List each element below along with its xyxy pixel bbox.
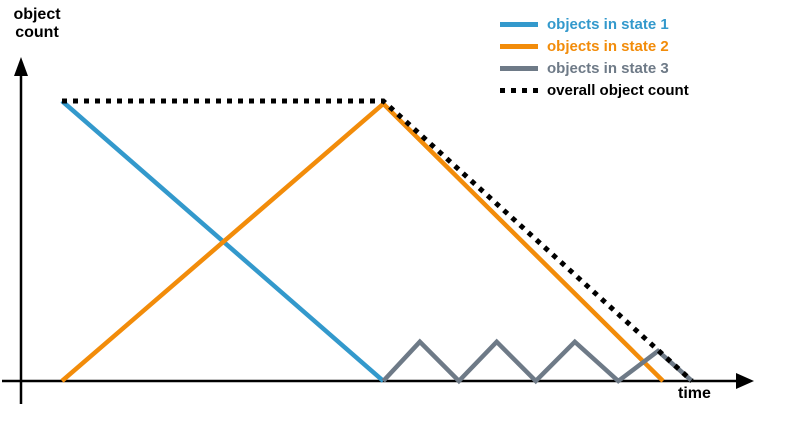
x-axis-arrowhead-icon: [736, 373, 754, 389]
series-line-objects-in-state-2: [60, 100, 665, 383]
legend-item-state-3: objects in state 3: [500, 57, 689, 79]
y-axis-arrowhead-icon: [14, 57, 28, 76]
legend-line-sample-state-2-icon: [500, 43, 538, 49]
legend-line-sample-state-1-icon: [500, 21, 538, 27]
series-line-overall-object-count: [62, 98, 694, 383]
legend-line-sample-overall-icon: [500, 87, 538, 93]
legend-item-overall: overall object count: [500, 79, 689, 101]
series-group: [60, 98, 694, 385]
x-axis-title: time: [678, 385, 711, 402]
legend-label-state-3: objects in state 3: [547, 59, 669, 77]
y-axis-title: object count: [13, 6, 61, 41]
series-line-objects-in-state-3: [381, 338, 694, 385]
legend-label-state-2: objects in state 2: [547, 37, 669, 55]
legend-label-state-1: objects in state 1: [547, 15, 669, 33]
legend-item-state-1: objects in state 1: [500, 13, 689, 35]
legend: objects in state 1 objects in state 2 ob…: [500, 13, 689, 101]
legend-item-state-2: objects in state 2: [500, 35, 689, 57]
y-axis: [14, 57, 28, 404]
legend-line-sample-state-3-icon: [500, 65, 538, 71]
legend-label-overall: overall object count: [547, 81, 689, 99]
